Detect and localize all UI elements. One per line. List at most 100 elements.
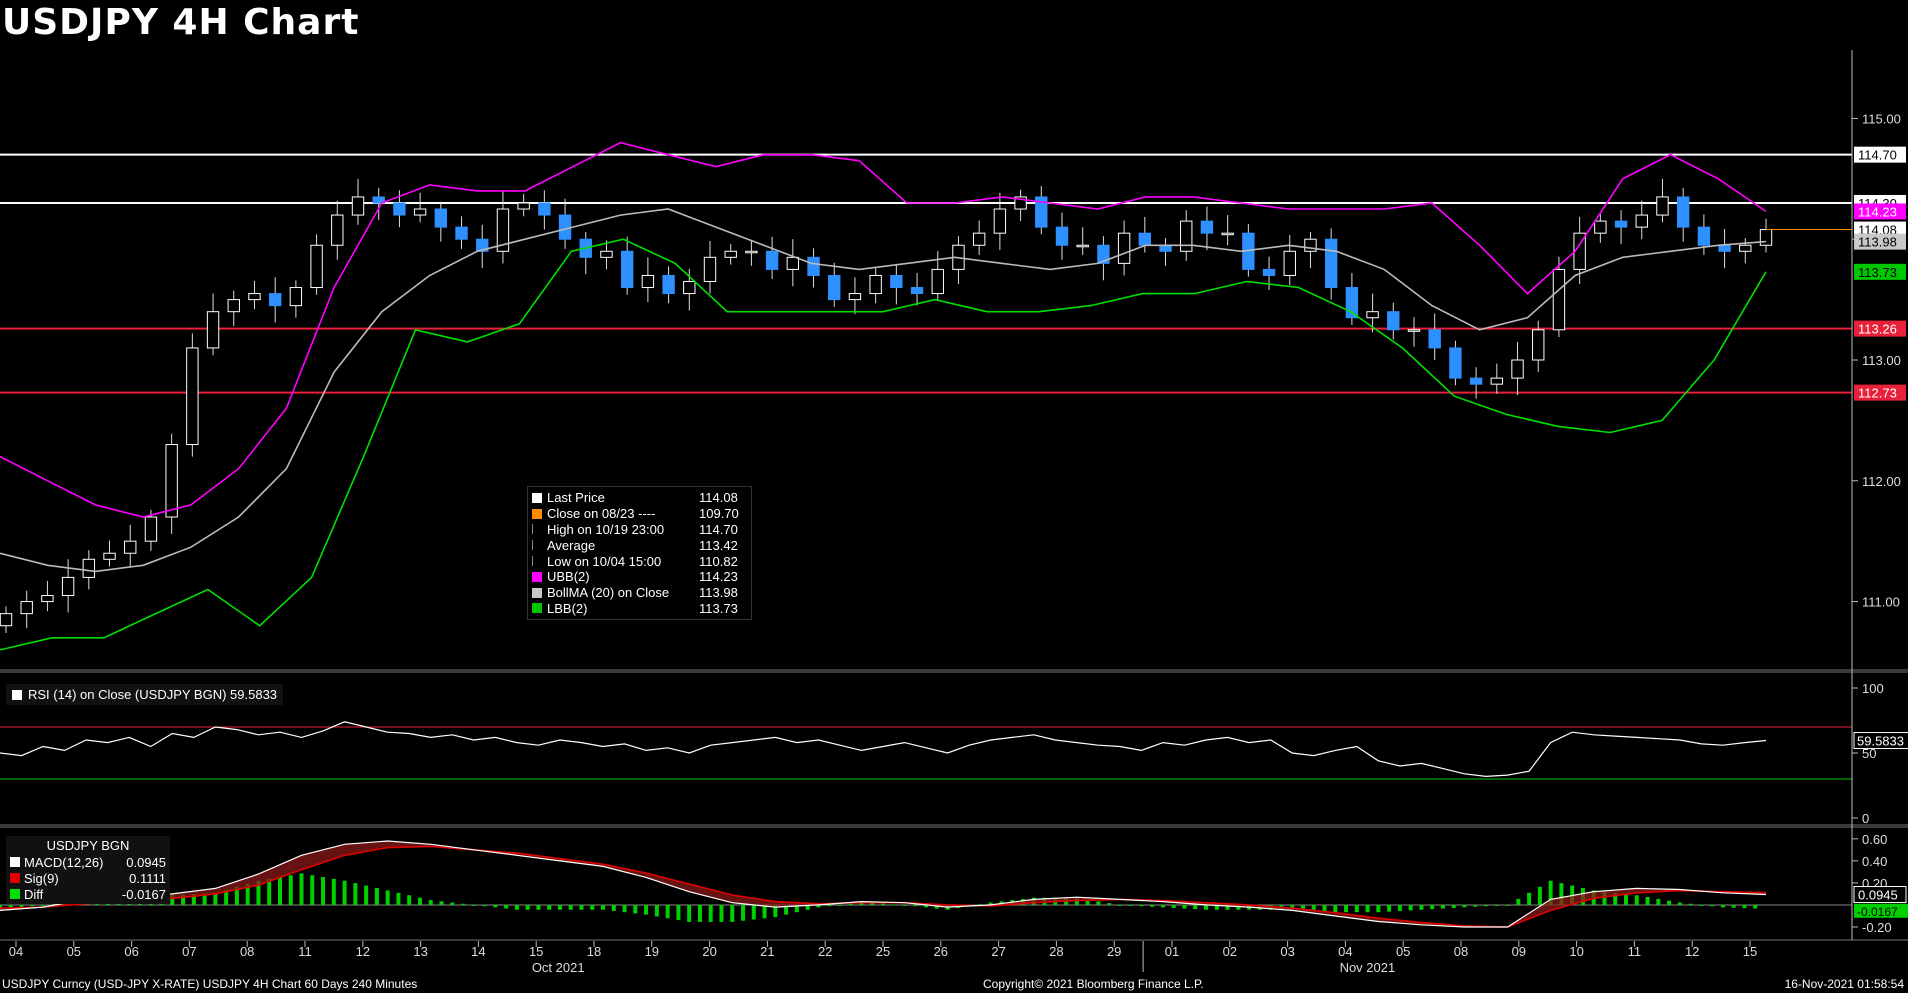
candle-body bbox=[517, 202, 530, 210]
candle-body bbox=[331, 214, 344, 246]
macd-diff-bar bbox=[827, 904, 832, 907]
macd-diff-bar bbox=[665, 904, 670, 919]
macd-diff-bar bbox=[1731, 904, 1736, 908]
legend-row: BollMA (20) on Close 113.98 bbox=[532, 585, 747, 601]
candle-body bbox=[765, 250, 779, 270]
macd-tick-label: -0.20 bbox=[1862, 920, 1892, 935]
diff-value: -0.0167 bbox=[121, 886, 166, 902]
x-month-label: Oct 2021 bbox=[532, 960, 585, 975]
legend-name: Last Price bbox=[547, 490, 605, 506]
price-tag-label: 113.73 bbox=[1858, 265, 1897, 280]
level-tag-bg bbox=[1854, 146, 1906, 163]
candle-body bbox=[1635, 214, 1648, 228]
price-tag-bg bbox=[1854, 203, 1906, 220]
x-tick-label: 20 bbox=[702, 944, 716, 959]
macd-diff-bar bbox=[245, 883, 250, 905]
macd-diff-bar bbox=[1236, 904, 1241, 910]
macd-diff-bar bbox=[1419, 904, 1424, 910]
level-tag: 112.73 bbox=[1854, 384, 1906, 401]
footer-copyright: Copyright© 2021 Bloomberg Finance L.P. bbox=[983, 977, 1204, 991]
macd-diff-bar bbox=[407, 895, 412, 905]
macd-diff-bar bbox=[256, 880, 261, 905]
candle-body bbox=[434, 208, 448, 228]
candle-body bbox=[351, 196, 365, 216]
rsi-tick-label: 100 bbox=[1862, 681, 1884, 696]
diff-swatch bbox=[10, 889, 20, 899]
candle-body bbox=[393, 202, 406, 216]
legend-swatch bbox=[532, 508, 542, 519]
macd-diff-bar bbox=[762, 904, 767, 919]
candle-body bbox=[1387, 311, 1400, 331]
candle-body bbox=[910, 287, 924, 295]
legend-name: UBB(2) bbox=[547, 569, 590, 585]
legend-row: Last Price 114.08 bbox=[532, 490, 747, 506]
macd-diff-bar bbox=[30, 904, 35, 907]
macd-diff-bar bbox=[1527, 892, 1532, 905]
legend-value: 113.98 bbox=[699, 585, 738, 601]
macd-diff-bar bbox=[1699, 904, 1704, 906]
macd-diff-bar bbox=[170, 895, 175, 905]
candle-body bbox=[641, 274, 655, 289]
macd-legend-row-sig: Sig(9) 0.1111 bbox=[10, 870, 166, 886]
macd-diff-bar bbox=[697, 904, 702, 922]
candle-body bbox=[1138, 232, 1152, 246]
candle-body bbox=[82, 558, 96, 578]
macd-diff-bar bbox=[482, 904, 487, 907]
macd-diff-bar bbox=[493, 904, 498, 908]
rsi-panel bbox=[0, 721, 1908, 828]
macd-diff-bar bbox=[1322, 904, 1327, 912]
legend-name: LBB(2) bbox=[547, 600, 588, 616]
macd-diff-bar bbox=[1494, 904, 1499, 906]
macd-diff-bar bbox=[1462, 904, 1467, 908]
macd-diff-bar bbox=[1107, 903, 1112, 905]
macd-diff-bar bbox=[837, 904, 842, 906]
candle-body bbox=[1055, 226, 1069, 246]
candle-body bbox=[848, 293, 862, 301]
candle-body bbox=[931, 268, 944, 295]
candle-body bbox=[786, 256, 800, 270]
candle-body bbox=[683, 280, 696, 295]
footer: USDJPY Curncy (USD-JPY X-RATE) USDJPY 4H… bbox=[0, 974, 1908, 993]
footer-security: USDJPY Curncy (USD-JPY X-RATE) USDJPY 4H… bbox=[2, 977, 418, 991]
x-tick-label: 26 bbox=[934, 944, 948, 959]
macd-diff-bar bbox=[568, 904, 573, 910]
level-tag-bg bbox=[1854, 320, 1906, 337]
legend-row: Average 113.42 bbox=[532, 537, 747, 553]
legend-value: 114.70 bbox=[699, 521, 738, 537]
macd-diff-bar bbox=[364, 885, 369, 905]
candle-body bbox=[1614, 220, 1628, 228]
macd-diff-bar bbox=[342, 880, 347, 905]
candle-body bbox=[620, 250, 634, 289]
candle-body bbox=[993, 208, 1007, 234]
macd-diff-bar bbox=[687, 904, 692, 922]
macd-diff-bar bbox=[439, 901, 444, 905]
macd-diff-bar bbox=[805, 904, 810, 910]
macd-diff-bar bbox=[1548, 880, 1553, 905]
candle-body bbox=[703, 256, 717, 282]
candle-body bbox=[972, 232, 986, 246]
legend-row: Close on 08/23 ---- 109.70 bbox=[532, 506, 747, 522]
macd-diff-bar bbox=[794, 904, 799, 913]
macd-diff-bar bbox=[1085, 899, 1090, 905]
x-tick-label: 22 bbox=[818, 944, 832, 959]
candle-body bbox=[1532, 329, 1545, 361]
x-tick-label: 05 bbox=[67, 944, 81, 959]
rsi-last-tag-bg bbox=[1853, 732, 1908, 750]
x-tick-label: 05 bbox=[1396, 944, 1410, 959]
macd-diff-bar bbox=[988, 902, 993, 905]
candle-body bbox=[600, 250, 613, 258]
x-tick-label: 27 bbox=[991, 944, 1005, 959]
legend-swatch bbox=[532, 587, 542, 598]
price-tick-label: 112.00 bbox=[1862, 474, 1901, 489]
candle-body bbox=[1428, 329, 1441, 349]
candle-body bbox=[227, 299, 240, 313]
macd-diff-bar bbox=[1397, 904, 1402, 911]
macd-diff-bar bbox=[644, 904, 649, 915]
candle-body bbox=[476, 238, 489, 252]
diff-name: Diff bbox=[24, 886, 44, 902]
legend-row: LBB(2) 113.73 bbox=[532, 601, 747, 617]
candle-body bbox=[1117, 232, 1131, 264]
candle-body bbox=[745, 250, 758, 254]
level-tag-label: 113.26 bbox=[1858, 322, 1897, 337]
